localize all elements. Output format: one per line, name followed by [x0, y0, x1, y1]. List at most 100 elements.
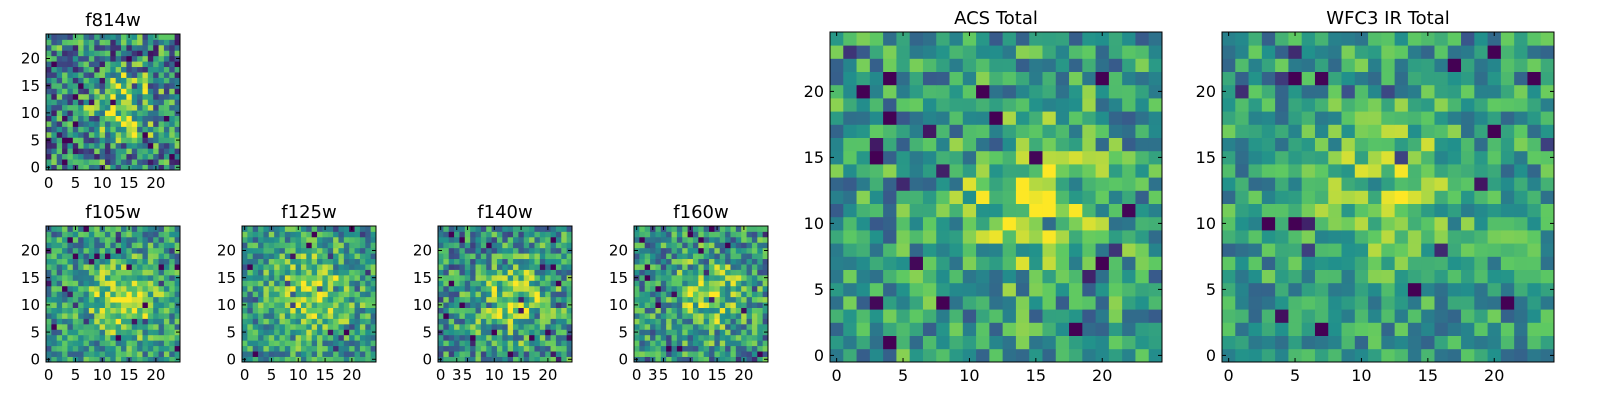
heatmap-cell	[62, 226, 68, 232]
heatmap-cell	[1235, 256, 1249, 270]
heatmap-cell	[311, 345, 318, 352]
heatmap-cell	[284, 318, 291, 325]
heatmap-cell	[142, 131, 149, 138]
heatmap-cell	[687, 258, 694, 265]
heatmap-cell	[110, 44, 117, 51]
heatmap-cell	[757, 302, 764, 308]
heatmap-cell	[104, 269, 111, 276]
heatmap-cell	[46, 318, 52, 325]
heatmap-cell	[163, 72, 170, 78]
heatmap-cell	[126, 148, 133, 155]
heatmap-cell	[1002, 322, 1017, 336]
heatmap-cell	[1288, 58, 1303, 72]
heatmap-cell	[99, 307, 106, 314]
heatmap-cell	[843, 150, 857, 165]
heatmap-cell	[709, 264, 715, 270]
heatmap-cell	[67, 247, 74, 254]
heatmap-cell	[703, 329, 710, 336]
heatmap-cell	[883, 203, 897, 218]
heatmap-cell	[454, 345, 460, 352]
heatmap-cell	[147, 164, 154, 171]
heatmap-cell	[1354, 98, 1369, 112]
heatmap-cell	[1500, 137, 1515, 152]
heatmap-cell	[856, 45, 871, 59]
heatmap-cell	[480, 318, 487, 325]
heatmap-cell	[1248, 335, 1263, 350]
heatmap-cell	[295, 345, 302, 352]
heatmap-cell	[131, 253, 138, 260]
heatmap-cell	[1341, 203, 1356, 218]
heatmap-cell	[131, 88, 138, 95]
heatmap-cell	[869, 269, 884, 284]
heatmap-cell	[1328, 282, 1342, 297]
heatmap-cell	[349, 329, 355, 336]
heatmap-cell	[174, 142, 181, 149]
heatmap-cell	[1122, 164, 1136, 178]
heatmap-cell	[279, 356, 286, 363]
heatmap-cell	[1222, 309, 1236, 323]
heatmap-cell	[343, 226, 350, 232]
heatmap-cell	[137, 82, 143, 89]
heatmap-cell	[1082, 32, 1096, 46]
heatmap-cell	[131, 50, 138, 57]
heatmap-cell	[359, 334, 366, 341]
heatmap-cell	[126, 88, 133, 95]
heatmap-cell	[475, 269, 482, 276]
heatmap-cell	[370, 323, 377, 330]
heatmap-cell	[67, 356, 74, 363]
heatmap-cell	[757, 247, 764, 254]
heatmap-cell	[338, 231, 345, 238]
heatmap-cell	[354, 340, 361, 347]
heatmap-cell	[46, 66, 52, 73]
heatmap-cell	[247, 340, 254, 347]
heatmap-cell	[1328, 58, 1342, 72]
heatmap-cell	[1394, 58, 1409, 72]
heatmap-cell	[1122, 124, 1136, 138]
heatmap-cell	[78, 345, 84, 352]
heatmap-cell	[115, 110, 122, 116]
heatmap-cell	[1222, 230, 1236, 244]
heatmap-cell	[343, 334, 350, 341]
heatmap-cell	[746, 258, 753, 265]
heatmap-cell	[741, 242, 747, 249]
heatmap-cell	[274, 236, 280, 243]
heatmap-cell	[1474, 203, 1488, 218]
heatmap-cell	[989, 84, 1004, 99]
heatmap-cell	[687, 296, 694, 303]
heatmap-cell	[1095, 177, 1110, 191]
heatmap-cell	[1029, 71, 1043, 86]
heatmap-cell	[83, 264, 90, 270]
heatmap-cell	[1421, 335, 1435, 350]
heatmap-cell	[137, 34, 143, 40]
heatmap-cell	[62, 269, 68, 276]
heatmap-cell	[1514, 348, 1528, 363]
heatmap-cell	[962, 282, 977, 297]
heatmap-cell	[349, 247, 355, 254]
heatmap-cell	[936, 296, 950, 310]
heatmap-cell	[78, 131, 84, 138]
heatmap-cell	[830, 230, 844, 244]
heatmap-cell	[1015, 124, 1030, 138]
heatmap-cell	[51, 280, 58, 287]
heatmap-cell	[169, 269, 176, 276]
heatmap-cell	[131, 93, 138, 100]
heatmap-cell	[126, 274, 133, 281]
heatmap-cell	[550, 302, 557, 308]
heatmap-cell	[545, 302, 551, 308]
heatmap-cell	[555, 274, 562, 281]
heatmap-cell	[83, 164, 90, 171]
heatmap-cell	[1514, 164, 1528, 178]
heatmap-cell	[126, 77, 133, 84]
heatmap-cell	[550, 291, 557, 298]
heatmap-cell	[550, 231, 557, 238]
heatmap-cell	[922, 216, 937, 231]
heatmap-cell	[1055, 296, 1070, 310]
heatmap-cell	[126, 72, 133, 78]
heatmap-cell	[550, 253, 557, 260]
heatmap-cell	[290, 236, 296, 243]
heatmap-cell	[1095, 309, 1110, 323]
heatmap-cell	[258, 231, 264, 238]
heatmap-cell	[169, 88, 176, 95]
heatmap-cell	[1368, 84, 1382, 99]
heatmap-cell	[655, 340, 662, 347]
